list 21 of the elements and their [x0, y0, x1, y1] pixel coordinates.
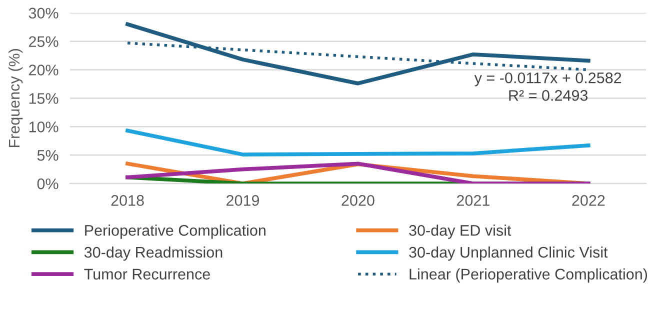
line-series [126, 128, 590, 156]
x-tick-label: 2018 [111, 195, 144, 206]
x-tick-label: 2020 [342, 195, 374, 206]
legend-label: Perioperative Complication [85, 224, 266, 239]
y-tick-label: 25% [29, 36, 58, 48]
legend-label: 30-day Unplanned Clinic Visit [409, 246, 608, 261]
y-tick-label: 0% [37, 178, 58, 190]
y-tick-label: 15% [29, 93, 58, 104]
legend-label: 30-day ED visit [409, 224, 512, 239]
legend-label: Tumor Recurrence [84, 268, 210, 280]
y-tick-label: 30% [28, 8, 58, 19]
x-tick-label: 2021 [456, 195, 490, 206]
annotation: y = -0.0117x + 0.2582 R² = 0.2493 [474, 72, 622, 101]
y-tick-label: 20% [29, 64, 58, 76]
legend-label: Linear (Perioperative Complication) [410, 268, 648, 283]
y-tick-label: 10% [29, 122, 58, 132]
x-tick-label: 2019 [226, 195, 260, 206]
legend-label: 30-day Readmission [84, 246, 222, 261]
y-axis-title: Frequency (%) [8, 49, 23, 148]
x-tick-label: 2022 [572, 195, 605, 206]
y-tick-label: 5% [37, 150, 58, 161]
